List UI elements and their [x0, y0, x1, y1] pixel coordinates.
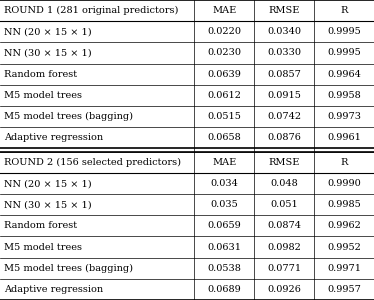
Text: M5 model trees: M5 model trees	[4, 243, 83, 252]
Text: Adaptive regression: Adaptive regression	[4, 285, 104, 294]
Text: 0.0639: 0.0639	[208, 70, 241, 79]
Text: 0.0538: 0.0538	[208, 264, 241, 273]
Text: RMSE: RMSE	[269, 158, 300, 167]
Text: 0.034: 0.034	[211, 179, 238, 188]
Text: M5 model trees (bagging): M5 model trees (bagging)	[4, 112, 134, 121]
Text: 0.0659: 0.0659	[208, 221, 241, 230]
Text: 0.0771: 0.0771	[267, 264, 301, 273]
Text: 0.9973: 0.9973	[327, 112, 361, 121]
Text: 0.9995: 0.9995	[327, 27, 361, 36]
Text: 0.0876: 0.0876	[267, 133, 301, 142]
Text: M5 model trees: M5 model trees	[4, 91, 83, 100]
Text: 0.0631: 0.0631	[208, 243, 241, 252]
Text: NN (20 × 15 × 1): NN (20 × 15 × 1)	[4, 179, 92, 188]
Text: NN (30 × 15 × 1): NN (30 × 15 × 1)	[4, 48, 92, 57]
Text: 0.0874: 0.0874	[267, 221, 301, 230]
Text: NN (30 × 15 × 1): NN (30 × 15 × 1)	[4, 200, 92, 209]
Text: 0.0915: 0.0915	[267, 91, 301, 100]
Text: MAE: MAE	[212, 6, 236, 15]
Text: 0.0857: 0.0857	[267, 70, 301, 79]
Text: 0.0230: 0.0230	[208, 48, 241, 57]
Text: 0.0330: 0.0330	[267, 48, 301, 57]
Text: 0.9958: 0.9958	[327, 91, 361, 100]
Text: 0.0340: 0.0340	[267, 27, 301, 36]
Text: Random forest: Random forest	[4, 70, 78, 79]
Text: 0.0742: 0.0742	[267, 112, 301, 121]
Text: 0.9995: 0.9995	[327, 48, 361, 57]
Text: 0.0658: 0.0658	[208, 133, 241, 142]
Text: 0.0926: 0.0926	[267, 285, 301, 294]
Text: MAE: MAE	[212, 158, 236, 167]
Text: 0.9985: 0.9985	[327, 200, 361, 209]
Text: 0.035: 0.035	[211, 200, 238, 209]
Text: 0.9957: 0.9957	[327, 285, 361, 294]
Text: ROUND 1 (281 original predictors): ROUND 1 (281 original predictors)	[4, 6, 179, 15]
Text: 0.9962: 0.9962	[327, 221, 361, 230]
Text: 0.0220: 0.0220	[208, 27, 241, 36]
Text: 0.051: 0.051	[270, 200, 298, 209]
Text: R: R	[340, 158, 348, 167]
Text: 0.9971: 0.9971	[327, 264, 361, 273]
Text: 0.9990: 0.9990	[327, 179, 361, 188]
Text: R: R	[340, 6, 348, 15]
Text: RMSE: RMSE	[269, 6, 300, 15]
Text: Random forest: Random forest	[4, 221, 78, 230]
Text: NN (20 × 15 × 1): NN (20 × 15 × 1)	[4, 27, 92, 36]
Text: 0.9964: 0.9964	[327, 70, 361, 79]
Text: 0.9961: 0.9961	[327, 133, 361, 142]
Text: 0.048: 0.048	[270, 179, 298, 188]
Text: 0.0612: 0.0612	[208, 91, 241, 100]
Text: M5 model trees (bagging): M5 model trees (bagging)	[4, 264, 134, 273]
Text: Adaptive regression: Adaptive regression	[4, 133, 104, 142]
Text: 0.0982: 0.0982	[267, 243, 301, 252]
Text: 0.0689: 0.0689	[208, 285, 241, 294]
Text: 0.9952: 0.9952	[327, 243, 361, 252]
Text: ROUND 2 (156 selected predictors): ROUND 2 (156 selected predictors)	[4, 158, 181, 167]
Text: 0.0515: 0.0515	[208, 112, 241, 121]
